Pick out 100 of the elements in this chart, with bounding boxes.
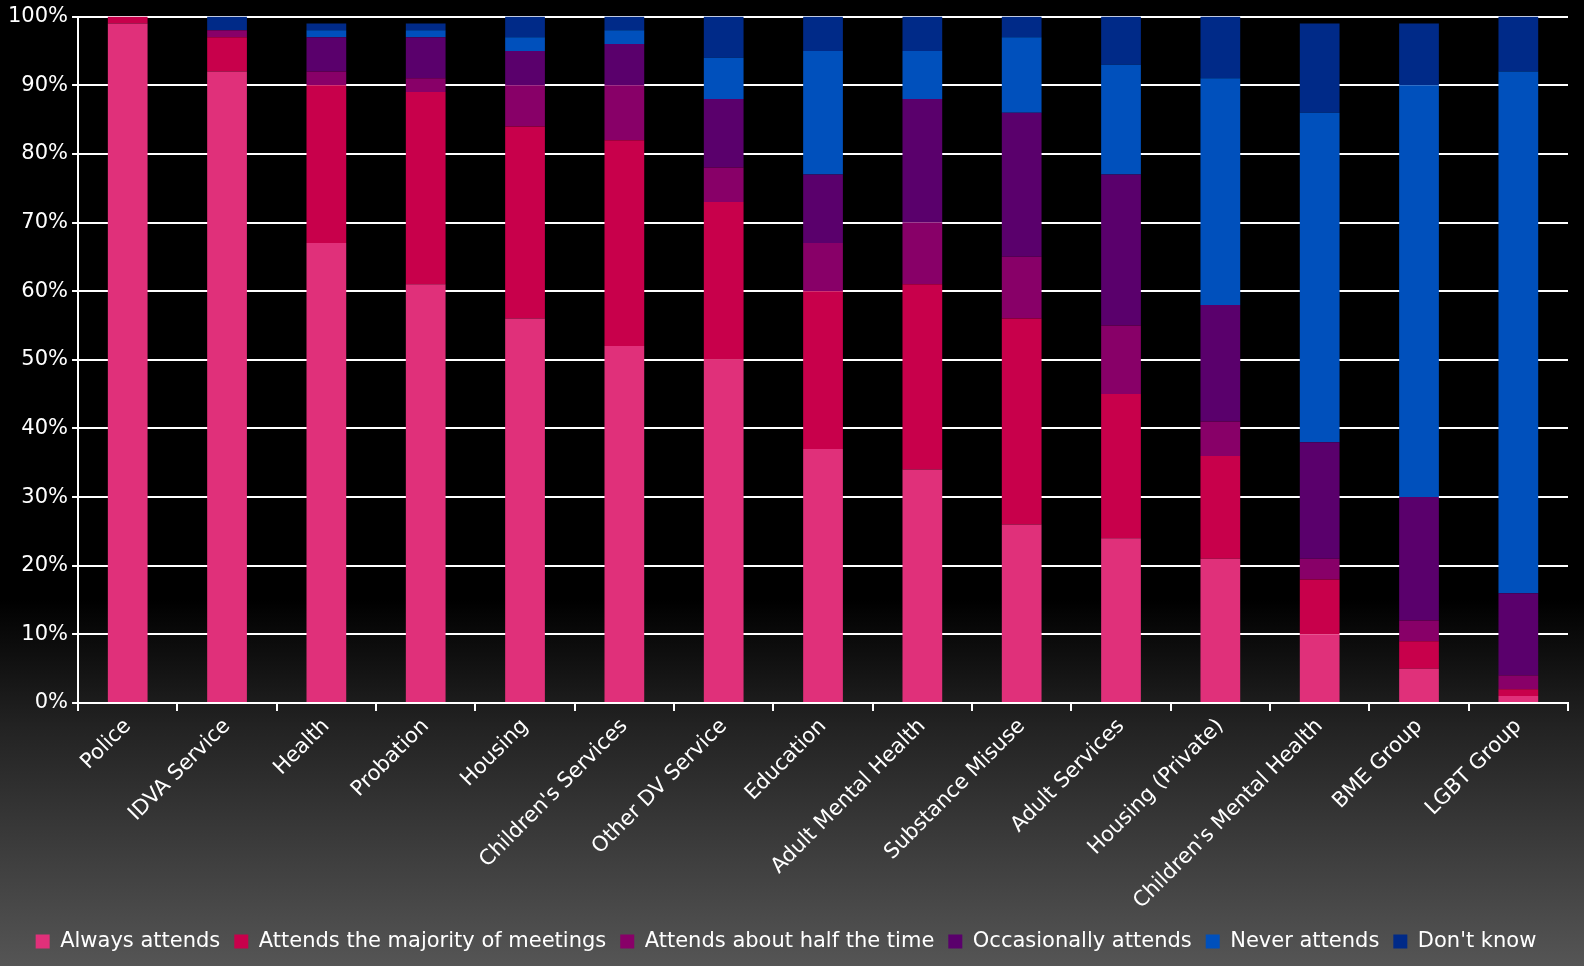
bar	[902, 222, 943, 285]
bar	[1200, 558, 1241, 702]
bar	[1399, 497, 1439, 621]
bar	[1299, 558, 1340, 580]
bar	[1001, 524, 1042, 702]
legend-label: Never attends	[1230, 927, 1380, 952]
bar	[1001, 16, 1042, 38]
bar	[107, 23, 148, 702]
bar	[703, 98, 744, 168]
bar	[1200, 78, 1241, 305]
y-tick-label: 0%	[34, 689, 69, 714]
bar	[306, 71, 347, 86]
bar	[1101, 16, 1141, 65]
bar	[1299, 23, 1340, 113]
bar	[1399, 620, 1439, 642]
bar	[1101, 325, 1141, 395]
y-tick-label: 90%	[21, 71, 69, 96]
bar	[1399, 641, 1439, 669]
bar	[1299, 442, 1340, 559]
bar	[207, 16, 247, 31]
bar	[1101, 174, 1141, 326]
bar	[1001, 318, 1042, 525]
bar	[1498, 16, 1539, 72]
bar	[1200, 16, 1241, 79]
bar	[1498, 593, 1539, 676]
bar	[405, 78, 446, 93]
bar	[703, 167, 744, 202]
y-tick-label: 20%	[21, 552, 69, 577]
bar	[1399, 668, 1439, 702]
legend-label: Don't know	[1417, 927, 1537, 952]
bar	[803, 50, 843, 175]
bar	[902, 284, 943, 470]
bar	[405, 284, 446, 702]
bar	[207, 30, 247, 38]
legend-label: Attends about half the time	[644, 927, 935, 952]
bar	[505, 318, 545, 702]
bar	[1498, 71, 1539, 594]
bar	[703, 201, 744, 360]
bar	[604, 140, 645, 347]
bar	[902, 469, 943, 702]
legend-label: Attends the majority of meetings	[258, 927, 607, 952]
bar	[1399, 23, 1439, 86]
bar	[405, 92, 446, 285]
bar	[207, 37, 247, 72]
bar	[604, 44, 645, 86]
bar	[902, 50, 943, 99]
bar	[306, 85, 347, 244]
bar	[703, 359, 744, 702]
bar	[1200, 304, 1241, 422]
bar	[1001, 37, 1042, 113]
bar	[505, 50, 545, 86]
bar	[803, 449, 843, 702]
y-tick-label: 50%	[21, 346, 69, 371]
bar	[505, 85, 545, 127]
bar	[703, 16, 744, 58]
bar	[405, 23, 446, 31]
bar	[505, 37, 545, 51]
bar	[1498, 696, 1539, 702]
bar	[902, 98, 943, 223]
y-tick-label: 60%	[21, 277, 69, 302]
bar	[803, 291, 843, 450]
bar	[505, 16, 545, 38]
bar	[505, 126, 545, 319]
bar	[1399, 85, 1439, 498]
bar	[703, 57, 744, 99]
bar	[306, 23, 347, 31]
bar	[604, 85, 645, 141]
bar	[207, 71, 247, 702]
y-tick-label: 100%	[7, 3, 69, 28]
y-tick-label: 10%	[21, 620, 69, 645]
bar	[1299, 634, 1340, 702]
bar	[604, 30, 645, 45]
bar	[1200, 421, 1241, 456]
bar	[803, 16, 843, 51]
bar	[1001, 112, 1042, 257]
bar	[902, 16, 943, 51]
bar	[1299, 112, 1340, 443]
bar	[405, 30, 446, 38]
bar	[604, 346, 645, 702]
bar	[1101, 64, 1141, 175]
bar	[1101, 394, 1141, 539]
bar	[604, 16, 645, 31]
legend-label: Occasionally attends	[972, 927, 1192, 952]
legend-label: Always attends	[60, 927, 221, 952]
y-tick-label: 40%	[21, 414, 69, 439]
bar	[306, 243, 347, 702]
bar	[1001, 256, 1042, 319]
bar	[306, 37, 347, 72]
bar	[306, 30, 347, 38]
y-tick-label: 30%	[21, 483, 69, 508]
bar	[1299, 579, 1340, 635]
bar	[803, 243, 843, 292]
bar	[1498, 675, 1539, 690]
y-tick-label: 70%	[21, 208, 69, 233]
bar	[1498, 689, 1539, 697]
bar	[405, 37, 446, 79]
bar	[1200, 455, 1241, 559]
bar	[803, 174, 843, 244]
y-tick-label: 80%	[21, 140, 69, 165]
bar	[1101, 538, 1141, 702]
